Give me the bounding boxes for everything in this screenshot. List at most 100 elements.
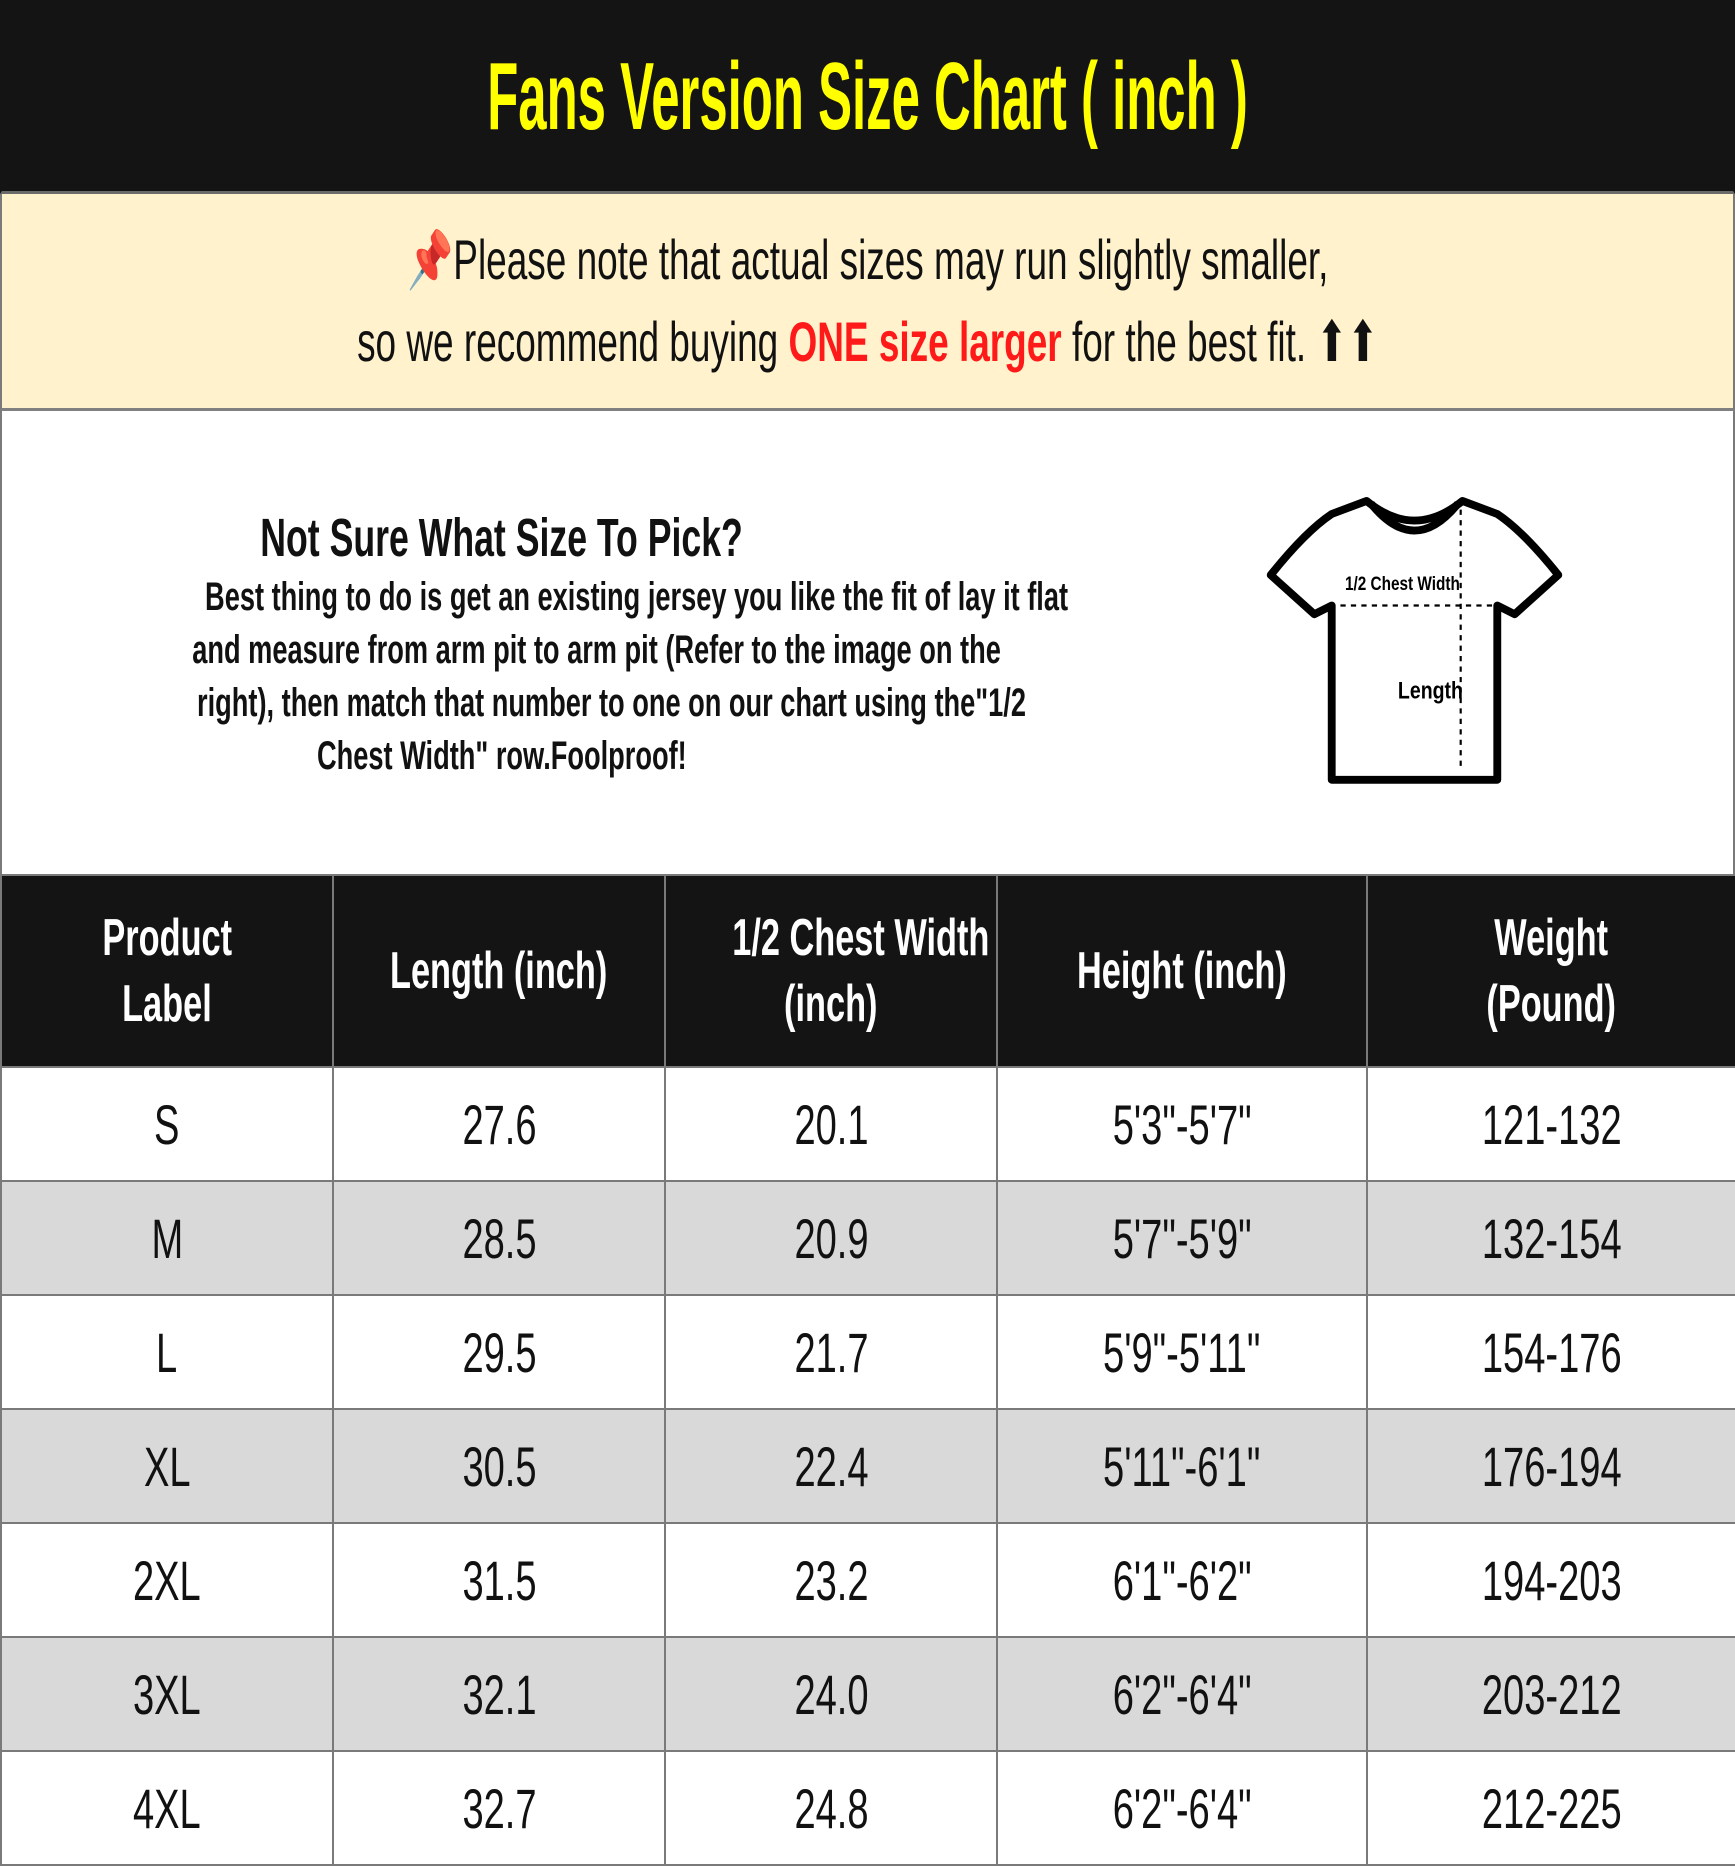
up-arrows-icon: ⬆⬆ [1316, 310, 1379, 373]
header-weight: Weight (Pound) [1366, 874, 1735, 1068]
cell-value: 6'2"-6'4" [1112, 1776, 1252, 1840]
header-text: Height (inch) [1077, 942, 1287, 1000]
cell-value: 5'3"-5'7" [1112, 1092, 1252, 1156]
table-cell: 6'1"-6'2" [996, 1522, 1368, 1638]
cell-value: 23.2 [793, 1548, 869, 1612]
cell-value: 29.5 [461, 1320, 537, 1384]
guide-text-line: right), then match that number to one on… [197, 681, 1026, 725]
table-cell: 24.0 [664, 1636, 998, 1752]
table-cell: XL [0, 1408, 334, 1524]
table-cell: 21.7 [664, 1294, 998, 1410]
chart-title: Fans Version Size Chart ( inch ) [487, 42, 1248, 150]
table-cell: 154-176 [1366, 1294, 1735, 1410]
header-length: Length (inch) [332, 874, 666, 1068]
cell-value: 3XL [133, 1662, 201, 1726]
length-label: Length [1398, 677, 1463, 705]
cell-value: M [151, 1206, 183, 1270]
header-text: Label [122, 975, 212, 1033]
table-cell: 4XL [0, 1750, 334, 1866]
tshirt-diagram-icon: 1/2 Chest Width Length [1266, 497, 1563, 784]
cell-value: 132-154 [1481, 1206, 1622, 1270]
table-cell: 194-203 [1366, 1522, 1735, 1638]
table-cell: 20.9 [664, 1180, 998, 1296]
note-highlight: ONE size larger [788, 310, 1062, 373]
table-cell: 23.2 [664, 1522, 998, 1638]
cell-value: 28.5 [461, 1206, 537, 1270]
cell-value: 194-203 [1481, 1548, 1622, 1612]
table-cell: 32.7 [332, 1750, 666, 1866]
table-cell: 6'2"-6'4" [996, 1636, 1368, 1752]
cell-value: 5'7"-5'9" [1112, 1206, 1252, 1270]
cell-value: 5'11"-6'1" [1103, 1434, 1261, 1498]
cell-value: 212-225 [1481, 1776, 1622, 1840]
table-cell: 176-194 [1366, 1408, 1735, 1524]
header-text: (inch) [784, 975, 878, 1033]
table-cell: M [0, 1180, 334, 1296]
cell-value: 154-176 [1481, 1320, 1622, 1384]
cell-value: 22.4 [793, 1434, 869, 1498]
guide-text-line: Chest Width" row.Foolproof! [317, 734, 687, 778]
cell-value: 30.5 [461, 1434, 537, 1498]
guide-text-line: and measure from arm pit to arm pit (Ref… [192, 628, 1001, 672]
cell-value: 6'1"-6'2" [1112, 1548, 1252, 1612]
table-cell: 32.1 [332, 1636, 666, 1752]
cell-value: 24.0 [793, 1662, 869, 1726]
cell-value: 121-132 [1481, 1092, 1622, 1156]
header-product-label: Product Label [0, 874, 334, 1068]
header-text: Product [102, 909, 232, 967]
table-row: M 28.5 20.9 5'7"-5'9" 132-154 [0, 1180, 1735, 1296]
table-header-row: Product Label Length (inch) 1/2 Chest Width… [0, 874, 1735, 1068]
table-cell: 203-212 [1366, 1636, 1735, 1752]
table-row: 3XL 32.1 24.0 6'2"-6'4" 203-212 [0, 1636, 1735, 1752]
table-cell: 31.5 [332, 1522, 666, 1638]
cell-value: 21.7 [793, 1320, 869, 1384]
cell-value: 176-194 [1481, 1434, 1622, 1498]
chart-title-band: Fans Version Size Chart ( inch ) [0, 0, 1735, 194]
cell-value: 2XL [133, 1548, 201, 1612]
table-cell: 20.1 [664, 1066, 998, 1182]
header-text: 1/2 Chest Width [732, 909, 990, 967]
note-line-2: so we recommend buying ONE size larger f… [356, 310, 1379, 373]
table-cell: 24.8 [664, 1750, 998, 1866]
cell-value: 32.1 [461, 1662, 537, 1726]
table-cell: 5'3"-5'7" [996, 1066, 1368, 1182]
table-cell: 5'7"-5'9" [996, 1180, 1368, 1296]
size-note: 📌Please note that actual sizes may run s… [0, 194, 1735, 411]
measure-guide: Not Sure What Size To Pick? Best thing t… [0, 411, 1735, 874]
cell-value: 203-212 [1481, 1662, 1622, 1726]
header-text: Length (inch) [390, 942, 608, 1000]
chest-width-label: 1/2 Chest Width [1345, 572, 1460, 594]
cell-value: 27.6 [461, 1092, 537, 1156]
table-cell: 212-225 [1366, 1750, 1735, 1866]
table-cell: 30.5 [332, 1408, 666, 1524]
table-row: L 29.5 21.7 5'9"-5'11" 154-176 [0, 1294, 1735, 1410]
header-chest-width: 1/2 Chest Width (inch) [664, 874, 998, 1068]
table-cell: 3XL [0, 1636, 334, 1752]
note-line-1: 📌Please note that actual sizes may run s… [406, 228, 1329, 291]
size-table: Product Label Length (inch) 1/2 Chest Width… [0, 874, 1735, 1866]
cell-value: 31.5 [461, 1548, 537, 1612]
table-row: 4XL 32.7 24.8 6'2"-6'4" 212-225 [0, 1750, 1735, 1866]
table-cell: 5'11"-6'1" [996, 1408, 1368, 1524]
cell-value: 4XL [133, 1776, 201, 1840]
cell-value: 6'2"-6'4" [1112, 1662, 1252, 1726]
guide-text-line: Best thing to do is get an existing jers… [205, 575, 1069, 619]
table-cell: 22.4 [664, 1408, 998, 1524]
header-text: (Pound) [1486, 975, 1617, 1033]
table-row: XL 30.5 22.4 5'11"-6'1" 176-194 [0, 1408, 1735, 1524]
table-cell: 29.5 [332, 1294, 666, 1410]
cell-value: 20.1 [793, 1092, 869, 1156]
cell-value: 32.7 [461, 1776, 537, 1840]
table-cell: 121-132 [1366, 1066, 1735, 1182]
pushpin-icon: 📌 [406, 228, 453, 291]
cell-value: S [154, 1092, 180, 1156]
cell-value: 20.9 [793, 1206, 869, 1270]
table-cell: S [0, 1066, 334, 1182]
cell-value: L [156, 1320, 178, 1384]
table-row: 2XL 31.5 23.2 6'1"-6'2" 194-203 [0, 1522, 1735, 1638]
cell-value: XL [143, 1434, 191, 1498]
table-cell: 6'2"-6'4" [996, 1750, 1368, 1866]
table-cell: 27.6 [332, 1066, 666, 1182]
cell-value: 5'9"-5'11" [1103, 1320, 1261, 1384]
table-cell: L [0, 1294, 334, 1410]
